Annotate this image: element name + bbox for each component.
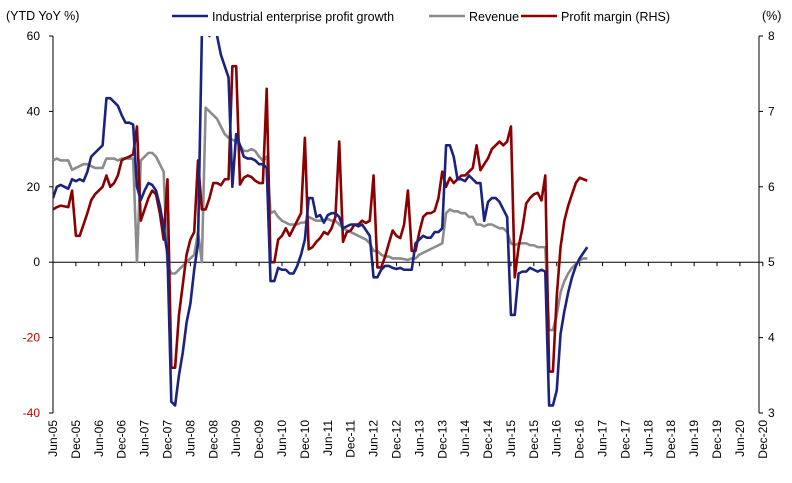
y-right-tick-label: 6	[768, 180, 775, 194]
x-tick-label: Jun-12	[367, 420, 381, 457]
x-tick-label: Dec-14	[481, 420, 495, 459]
x-tick-label: Jun-13	[412, 420, 426, 457]
y-left-tick-label: -20	[23, 331, 41, 345]
y-left-tick-label: -40	[23, 406, 41, 420]
x-tick-label: Dec-18	[664, 420, 678, 459]
y-left-tick-label: 0	[33, 255, 40, 269]
x-tick-label: Dec-06	[115, 420, 129, 459]
legend-label-profit: Industrial enterprise profit growth	[212, 10, 394, 24]
y-left-tick-label: 60	[27, 29, 41, 43]
series-layer	[53, 36, 589, 407]
y-right-tick-label: 5	[768, 255, 775, 269]
x-tick-label: Jun-19	[687, 420, 701, 457]
x-tick-label: Dec-10	[298, 420, 312, 459]
x-tick-label: Dec-09	[252, 420, 266, 459]
x-tick-label: Dec-12	[389, 420, 403, 459]
y-axis-left-ticks: 60 40 20 0 -20 -40	[23, 29, 53, 420]
x-tick-label: Dec-05	[69, 420, 83, 459]
x-tick-label: Jun-11	[321, 420, 335, 456]
x-tick-label: Dec-19	[710, 420, 724, 459]
y-left-tick-label: 40	[27, 104, 41, 118]
x-tick-label: Dec-13	[435, 420, 449, 459]
x-tick-label: Jun-05	[46, 420, 60, 457]
y-left-tick-label: 20	[27, 180, 41, 194]
y-right-tick-label: 8	[768, 29, 775, 43]
series-line-margin	[53, 64, 588, 373]
y-right-tick-label: 7	[768, 104, 775, 118]
x-tick-label: Dec-17	[618, 420, 632, 459]
x-tick-label: Dec-16	[573, 420, 587, 459]
series-line-profit	[53, 36, 589, 407]
x-tick-label: Dec-08	[206, 420, 220, 459]
legend: Industrial enterprise profit growth Reve…	[172, 10, 670, 24]
x-tick-label: Jun-18	[641, 420, 655, 457]
x-tick-label: Jun-15	[504, 420, 518, 457]
x-tick-label: Jun-16	[550, 420, 564, 457]
x-tick-label: Dec-07	[160, 420, 174, 459]
x-axis-ticks: Jun-05 Dec-05 Jun-06 Dec-06 Jun-07 Dec-07 Jun-…	[46, 262, 770, 459]
legend-label-revenue: Revenue	[469, 10, 519, 24]
axes	[52, 36, 760, 413]
x-tick-label: Dec-20	[756, 420, 770, 459]
series-line-revenue	[53, 106, 588, 332]
y-right-tick-label: 3	[768, 406, 775, 420]
x-tick-label: Dec-11	[344, 420, 358, 458]
x-tick-label: Jun-06	[92, 420, 106, 457]
x-tick-label: Jun-10	[275, 420, 289, 457]
x-tick-label: Jun-14	[458, 420, 472, 457]
legend-label-margin: Profit margin (RHS)	[561, 10, 670, 24]
x-tick-label: Jun-08	[183, 420, 197, 457]
y-axis-left-label: (YTD YoY %)	[6, 9, 79, 23]
y-axis-right-label: (%)	[762, 9, 781, 23]
x-tick-label: Jun-20	[733, 420, 747, 457]
y-right-tick-label: 4	[768, 331, 775, 345]
x-tick-label: Jun-09	[229, 420, 243, 457]
x-tick-label: Jun-07	[138, 420, 152, 457]
y-axis-right-ticks: 8 7 6 5 4 3	[759, 29, 775, 420]
x-tick-label: Dec-15	[527, 420, 541, 459]
x-tick-label: Jun-17	[596, 420, 610, 457]
